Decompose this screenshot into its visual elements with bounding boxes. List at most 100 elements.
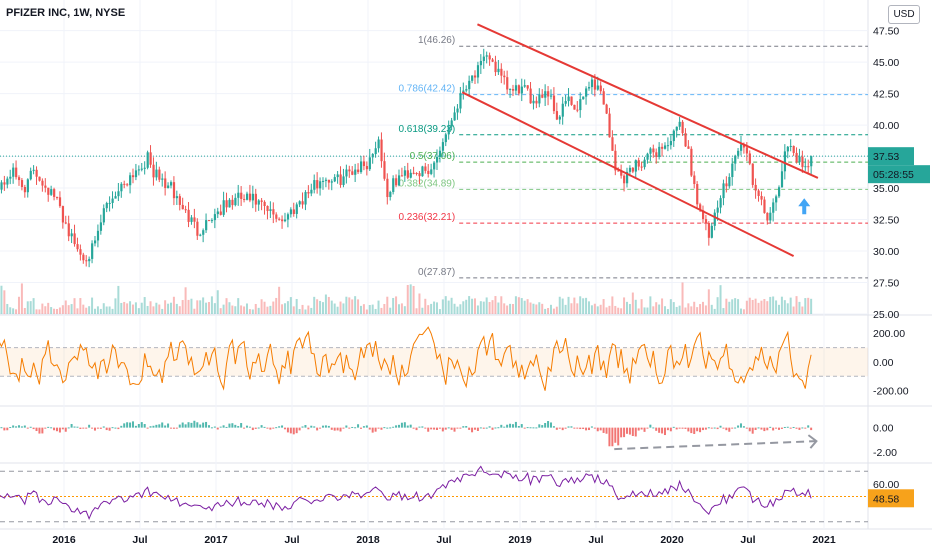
volume-bar	[289, 297, 292, 314]
momentum-bar	[777, 427, 780, 430]
momentum-bar	[149, 426, 152, 428]
candle-body	[514, 85, 518, 91]
momentum-bar	[0, 427, 3, 429]
volume-bar	[509, 303, 512, 314]
momentum-bar	[123, 423, 126, 428]
candle-body	[9, 176, 12, 179]
candle-body	[658, 146, 661, 158]
candle-body	[652, 148, 655, 153]
volume-bar	[529, 302, 532, 314]
time-tick-label: Jul	[588, 534, 603, 546]
volume-bar	[500, 296, 503, 314]
price-axis[interactable]: 47.5045.0042.5040.0037.5035.0032.5030.00…	[873, 26, 909, 491]
candle-body	[202, 230, 205, 235]
candle-body	[172, 182, 176, 199]
candle-body	[79, 249, 82, 255]
volume-bar	[126, 303, 129, 314]
momentum-bar	[514, 421, 517, 428]
candle-body	[614, 150, 617, 171]
channel-trendline	[461, 91, 795, 257]
candle-body	[231, 199, 234, 206]
candle-body	[304, 192, 307, 205]
momentum-bar	[91, 427, 94, 429]
candle-body	[199, 234, 202, 236]
momentum-bar	[672, 426, 675, 428]
volume-bar	[196, 300, 199, 314]
momentum-bar	[441, 427, 444, 432]
candle-body	[120, 183, 123, 192]
volume-bar	[143, 297, 146, 314]
momentum-bar	[807, 425, 810, 428]
volume-bar	[228, 302, 231, 314]
volume-bar	[395, 296, 398, 314]
momentum-bar	[725, 427, 728, 431]
volume-bar	[61, 305, 64, 314]
volume-bar	[795, 296, 798, 314]
momentum-bar	[614, 427, 617, 443]
candle-body	[15, 167, 18, 178]
momentum-bar	[301, 426, 304, 428]
momentum-bar	[395, 425, 398, 428]
volume-bar	[120, 302, 123, 314]
volume-bar	[354, 296, 357, 314]
momentum-bar	[661, 427, 664, 434]
candle-body	[561, 103, 564, 117]
volume-bar	[579, 296, 582, 314]
volume-bar	[327, 296, 330, 314]
candle-body	[64, 222, 67, 224]
candle-body	[704, 219, 708, 223]
candle-body	[693, 175, 696, 185]
candle-body	[237, 192, 240, 198]
candle-body	[696, 184, 699, 205]
volume-bar	[684, 307, 687, 314]
volume-bar	[754, 298, 757, 314]
currency-button[interactable]: USD	[888, 5, 920, 24]
candle-body	[152, 164, 155, 178]
volume-bar	[295, 298, 298, 314]
volume-bar	[96, 306, 99, 314]
rsi-pane	[0, 465, 868, 523]
momentum-bar	[190, 422, 193, 428]
momentum-bar	[205, 421, 208, 428]
candle-body	[678, 121, 681, 127]
momentum-bar	[547, 421, 550, 428]
candle-body	[371, 154, 374, 158]
volume-bar	[456, 306, 459, 314]
volume-bar	[216, 290, 219, 314]
candle-body	[485, 55, 488, 57]
momentum-bar	[631, 427, 634, 437]
momentum-bar	[509, 423, 512, 428]
time-tick-label: 2020	[660, 534, 684, 546]
candle-body	[655, 152, 658, 158]
momentum-bar	[41, 427, 44, 434]
volume-bar	[757, 302, 760, 314]
momentum-bar	[491, 427, 494, 430]
candle-body	[737, 150, 740, 156]
momentum-bar	[333, 427, 336, 431]
candle-body	[576, 109, 579, 111]
momentum-bar	[538, 424, 541, 428]
momentum-bar	[713, 427, 716, 429]
candle-body	[392, 178, 395, 192]
momentum-bar	[555, 427, 558, 430]
candle-body	[365, 166, 369, 170]
time-axis[interactable]: 2016 Jul 2017 Jul 2018 Jul 2019 Jul 2020 Jul 2021	[52, 534, 836, 546]
momentum-bar	[652, 427, 655, 429]
momentum-bar	[617, 427, 620, 446]
momentum-bar	[47, 426, 50, 428]
volume-bar	[514, 296, 517, 314]
momentum-bar	[687, 427, 690, 432]
volume-bar	[29, 301, 32, 314]
candle-body	[587, 87, 591, 89]
candle-body	[541, 94, 544, 98]
candle-body	[631, 167, 635, 172]
candle-body	[810, 156, 813, 167]
candle-body	[85, 260, 88, 262]
momentum-bar	[140, 422, 143, 428]
momentum-bar	[134, 425, 137, 428]
momentum-bar	[748, 427, 751, 432]
volume-bar	[383, 303, 386, 314]
oscillator-tick-label: -200.00	[873, 386, 909, 398]
momentum-bar	[76, 426, 79, 428]
volume-bar	[599, 304, 602, 314]
